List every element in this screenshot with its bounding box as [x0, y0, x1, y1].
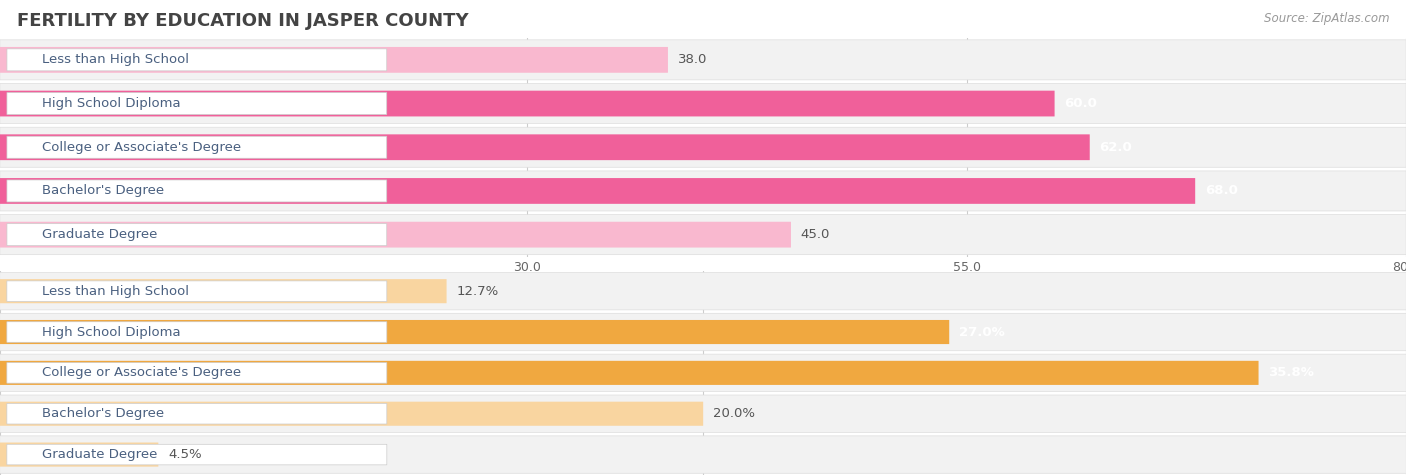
FancyBboxPatch shape: [0, 178, 1195, 204]
FancyBboxPatch shape: [7, 136, 387, 158]
FancyBboxPatch shape: [0, 361, 1258, 385]
FancyBboxPatch shape: [7, 362, 387, 383]
FancyBboxPatch shape: [0, 443, 159, 466]
FancyBboxPatch shape: [0, 134, 1090, 160]
FancyBboxPatch shape: [0, 127, 1406, 167]
FancyBboxPatch shape: [7, 49, 387, 71]
FancyBboxPatch shape: [0, 40, 1406, 80]
FancyBboxPatch shape: [7, 322, 387, 342]
FancyBboxPatch shape: [7, 444, 387, 465]
Text: High School Diploma: High School Diploma: [42, 97, 180, 110]
FancyBboxPatch shape: [0, 354, 1406, 391]
Text: Bachelor's Degree: Bachelor's Degree: [42, 184, 163, 198]
FancyBboxPatch shape: [0, 320, 949, 344]
Text: 20.0%: 20.0%: [713, 407, 755, 420]
Text: Graduate Degree: Graduate Degree: [42, 448, 157, 461]
Text: Less than High School: Less than High School: [42, 53, 188, 67]
Text: 45.0: 45.0: [801, 228, 830, 241]
Text: High School Diploma: High School Diploma: [42, 325, 180, 339]
FancyBboxPatch shape: [0, 279, 447, 303]
Text: Less than High School: Less than High School: [42, 285, 188, 298]
Text: Bachelor's Degree: Bachelor's Degree: [42, 407, 163, 420]
Text: College or Associate's Degree: College or Associate's Degree: [42, 141, 240, 154]
FancyBboxPatch shape: [7, 93, 387, 114]
FancyBboxPatch shape: [7, 281, 387, 302]
FancyBboxPatch shape: [7, 180, 387, 202]
FancyBboxPatch shape: [0, 84, 1406, 124]
Text: 60.0: 60.0: [1064, 97, 1097, 110]
FancyBboxPatch shape: [0, 273, 1406, 310]
FancyBboxPatch shape: [7, 224, 387, 246]
Text: 27.0%: 27.0%: [959, 325, 1005, 339]
Text: College or Associate's Degree: College or Associate's Degree: [42, 366, 240, 380]
Text: 38.0: 38.0: [678, 53, 707, 67]
Text: 4.5%: 4.5%: [169, 448, 201, 461]
Text: Graduate Degree: Graduate Degree: [42, 228, 157, 241]
Text: Source: ZipAtlas.com: Source: ZipAtlas.com: [1264, 12, 1389, 25]
Text: FERTILITY BY EDUCATION IN JASPER COUNTY: FERTILITY BY EDUCATION IN JASPER COUNTY: [17, 12, 468, 30]
FancyBboxPatch shape: [0, 91, 1054, 116]
Text: 35.8%: 35.8%: [1268, 366, 1315, 380]
FancyBboxPatch shape: [0, 314, 1406, 351]
FancyBboxPatch shape: [7, 403, 387, 424]
FancyBboxPatch shape: [0, 395, 1406, 432]
FancyBboxPatch shape: [0, 222, 792, 247]
FancyBboxPatch shape: [0, 215, 1406, 255]
FancyBboxPatch shape: [0, 171, 1406, 211]
FancyBboxPatch shape: [0, 436, 1406, 473]
Text: 62.0: 62.0: [1099, 141, 1132, 154]
Text: 12.7%: 12.7%: [456, 285, 499, 298]
Text: 68.0: 68.0: [1205, 184, 1237, 198]
FancyBboxPatch shape: [0, 402, 703, 426]
FancyBboxPatch shape: [0, 47, 668, 73]
